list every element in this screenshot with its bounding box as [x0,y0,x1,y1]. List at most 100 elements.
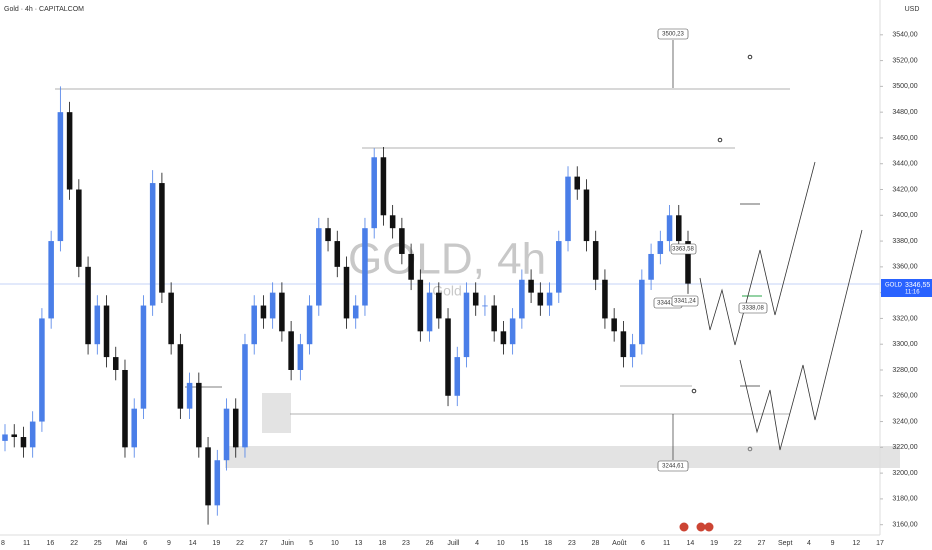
x-tick-label: 9 [831,540,835,547]
candle-body [177,344,184,409]
marker [747,54,753,60]
candle-body [269,292,276,319]
event-icon[interactable] [704,522,714,532]
candle-body [565,176,571,242]
candle-body [57,112,64,242]
x-tick-label: 25 [94,540,102,547]
x-tick-label: 22 [236,540,244,547]
candle-body [389,215,396,229]
x-tick-label: 13 [355,540,363,547]
x-tick-label: 16 [47,540,55,547]
marker [747,446,753,452]
candle-body [20,437,27,448]
candle-body [306,305,313,345]
candle-body [482,305,488,307]
candle-body [205,447,211,506]
candle-body [214,460,221,506]
x-tick-label: 14 [189,540,197,547]
event-icon[interactable] [679,522,689,532]
candle-body [685,241,691,284]
candle-body [232,408,239,448]
x-tick-label: 6 [143,540,147,547]
candle-body [500,331,507,345]
annotation-text: 3338,08 [742,306,764,312]
candle-body [445,318,451,396]
candle-body [2,434,8,441]
x-tick-label: Juin [281,540,294,547]
drawings [0,0,900,536]
candle-body [48,241,54,319]
y-tick-label: 3400,00 [892,212,917,219]
x-tick-label: 27 [260,540,268,547]
candle-body [519,279,525,319]
candle-body [11,434,17,438]
candle-body [112,357,119,370]
x-tick-label: 18 [378,540,386,547]
y-tick-label: 3220,00 [892,444,917,451]
x-tick-label: 5 [309,540,313,547]
annotation: 3500,23 [657,28,689,40]
x-tick-label: 14 [686,540,694,547]
candle-body [611,318,617,332]
zone [262,393,291,433]
candle-body [657,241,664,254]
candle-body [666,215,673,242]
x-tick-label: 15 [521,540,529,547]
candle-body [352,305,359,319]
candle-body [325,228,331,242]
x-tick-label: 22 [734,540,742,547]
candle-body [29,421,36,448]
candle-body [131,408,137,448]
candle-body [629,344,636,358]
candle-body [491,305,497,332]
candle-body [149,183,156,306]
candle-body [399,228,405,254]
candle-body [168,292,174,345]
candle-body [76,189,82,267]
candle-body [343,266,350,319]
x-tick-label: 28 [592,540,600,547]
candle-body [417,279,424,332]
annotation-text: 3500,23 [662,32,684,38]
price-tag-price: 3346,55 [905,282,930,289]
candle-body [528,279,534,293]
candle-body [648,253,654,280]
candle-body [297,344,304,370]
x-tick-label: 23 [402,540,410,547]
x-tick-label: 4 [475,540,479,547]
annotation-text: 3363,58 [672,247,694,253]
x-tick-label: 27 [758,540,766,547]
x-tick-label: 17 [876,540,884,547]
candle-body [556,241,562,293]
x-tick-label: 11 [663,540,670,547]
chart-title: Gold · 4h · CAPITALCOM [4,6,84,13]
candle-body [676,215,682,242]
candle-body [279,292,285,332]
candle-body [39,318,45,422]
x-tick-label: Juill [447,540,460,547]
annotation: 3244,61 [657,460,689,472]
marker [717,137,723,143]
candle-body [546,292,553,306]
x-axis: 8 11 16 22 25 Mai 6 9 14 19 22 27 Juin 5 10 13 18 23 26 Jui… [1,540,884,547]
annotation-text: 3244,61 [662,464,684,470]
candle-body [242,344,248,448]
x-tick-label: 9 [167,540,171,547]
y-tick-label: 3480,00 [892,109,917,116]
y-tick-label: 3500,00 [892,83,917,90]
y-tick-label: 3360,00 [892,264,917,271]
annotation: 3341,24 [671,295,699,307]
candle-body [362,228,368,306]
y-tick-label: 3320,00 [892,315,917,322]
candle-body [196,382,202,448]
y-tick-label: 3280,00 [892,367,917,374]
y-tick-label: 3460,00 [892,135,917,142]
candle-body [602,279,608,319]
x-tick-label: 10 [331,540,339,547]
y-tick-label: 3300,00 [892,341,917,348]
event-icon[interactable] [696,522,706,532]
x-tick-label: 26 [426,540,434,547]
candle-body [186,382,193,409]
x-tick-label: 10 [497,540,505,547]
